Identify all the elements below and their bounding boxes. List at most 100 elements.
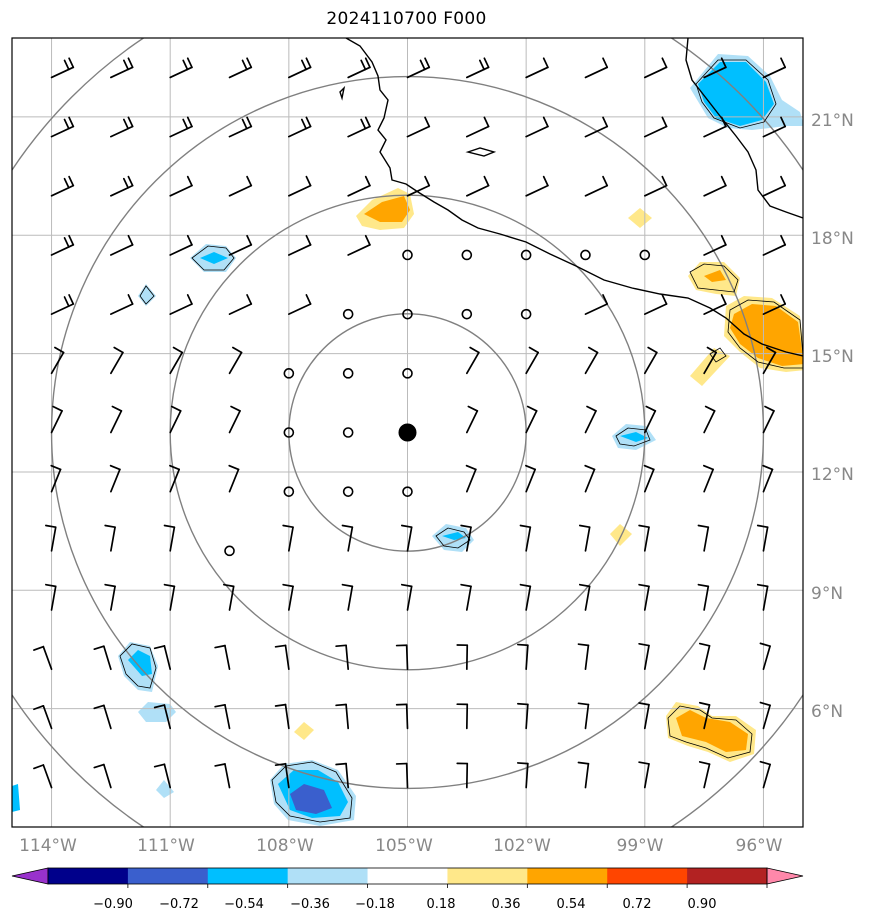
colorbar-segment <box>607 868 688 884</box>
colorbar-label: −0.18 <box>355 897 395 912</box>
lat-label: 6°N <box>811 702 843 722</box>
wind-barb <box>697 583 710 611</box>
contour-fill <box>676 710 748 752</box>
wind-barb <box>461 249 473 261</box>
wind-barb <box>578 524 591 552</box>
contour-fill <box>628 208 652 228</box>
wind-barb <box>283 486 295 497</box>
wind-barb <box>519 583 532 611</box>
wind-barb <box>283 368 295 379</box>
wind-barbs <box>33 57 834 789</box>
colorbar-outline <box>47 867 768 885</box>
wind-barb <box>110 346 124 375</box>
wind-barb <box>762 294 787 315</box>
storm-center-marker <box>398 423 417 442</box>
contour-fill <box>294 722 314 740</box>
wind-barb <box>50 405 63 434</box>
lat-labels: 21°N 18°N 15°N 12°N 9°N 6°N <box>811 111 854 722</box>
colorbar-segment <box>527 868 608 884</box>
wind-barb <box>406 175 431 197</box>
wind-barb <box>520 249 532 261</box>
colorbar-labels: −0.90 −0.72 −0.54 −0.36 −0.18 0.18 0.36 … <box>93 897 716 912</box>
wind-barb <box>516 762 529 789</box>
wind-barb <box>638 583 650 611</box>
wind-barb <box>169 346 184 375</box>
lat-label: 21°N <box>811 111 854 131</box>
map-frame <box>11 37 804 828</box>
wind-barb <box>342 368 354 379</box>
wind-barb <box>525 175 549 197</box>
wind-barb <box>50 294 75 315</box>
wind-barb <box>643 175 668 197</box>
wind-barb <box>50 116 75 138</box>
wind-barb <box>163 524 176 552</box>
wind-barb <box>402 249 413 261</box>
wind-barb <box>465 464 477 493</box>
wind-barb <box>163 583 176 611</box>
colorbar-segment <box>127 868 209 884</box>
wind-barb <box>283 427 295 438</box>
wind-barb <box>578 583 591 611</box>
contour-line <box>119 643 157 689</box>
wind-barb <box>153 704 172 730</box>
contour-fill <box>128 650 152 676</box>
wind-barb <box>759 701 771 730</box>
colorbar-label: −0.72 <box>159 897 199 912</box>
wind-barb <box>347 116 371 138</box>
wind-barb <box>50 346 65 375</box>
wind-barb <box>525 405 538 434</box>
wind-barb <box>465 405 479 434</box>
wind-barb <box>395 644 409 671</box>
wind-barb <box>45 583 57 611</box>
wind-barb <box>703 116 727 138</box>
wind-barb <box>584 346 599 375</box>
colorbar-label: −0.36 <box>290 897 330 912</box>
wind-barb <box>697 524 710 552</box>
wind-barb <box>756 583 769 611</box>
wind-barb <box>584 405 597 434</box>
wind-barb <box>759 760 771 789</box>
wind-barb <box>222 583 235 611</box>
wind-barb <box>169 405 182 434</box>
colorbar-segment <box>207 868 289 884</box>
wind-barb <box>400 583 413 611</box>
wind-barb <box>153 763 172 789</box>
wind-barb <box>762 234 787 256</box>
wind-barb <box>762 464 774 493</box>
wind-barb <box>817 525 827 550</box>
wind-barb <box>335 703 350 730</box>
lon-labels: 114°W 111°W 108°W 105°W 102°W 99°W 96°W <box>19 836 783 856</box>
wind-barb <box>460 583 472 611</box>
wind-barb <box>577 643 590 671</box>
wind-barb <box>50 464 62 493</box>
wind-barb <box>465 116 490 138</box>
wind-barb <box>823 407 834 433</box>
colorbar-label: 0.90 <box>688 897 717 912</box>
wind-barb <box>702 464 714 493</box>
wind-barb <box>335 762 350 789</box>
wind-barb <box>341 524 354 552</box>
wind-barb <box>703 294 727 315</box>
wind-barb <box>461 308 473 320</box>
wind-barb <box>456 644 469 671</box>
colorbar-segment <box>687 868 768 884</box>
contour-line <box>727 299 803 369</box>
wind-barb <box>33 704 53 730</box>
wind-barb <box>169 464 181 493</box>
colorbar-segment <box>367 868 448 884</box>
wind-barb <box>584 464 596 493</box>
colorbar-label: 0.72 <box>623 897 652 912</box>
wind-barb <box>228 116 253 138</box>
wind-barb <box>520 308 532 320</box>
wind-barb <box>703 175 727 197</box>
colorbar <box>11 867 804 888</box>
wind-barb <box>703 405 716 434</box>
wind-barb <box>643 464 655 493</box>
wind-barb <box>402 308 413 320</box>
wind-barb <box>104 583 116 611</box>
wind-barb <box>228 57 253 79</box>
wind-barb <box>643 116 668 138</box>
wind-barb <box>228 294 253 315</box>
wind-barb <box>762 57 787 79</box>
contour-lines <box>119 59 803 823</box>
